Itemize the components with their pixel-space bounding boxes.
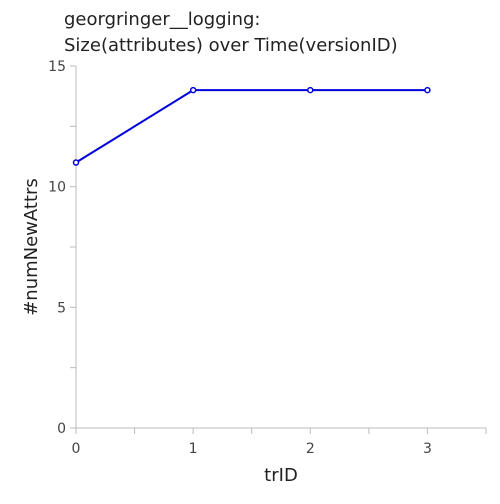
y-tick-label: 15	[48, 59, 66, 75]
series-line	[75, 89, 428, 164]
data-point	[72, 159, 80, 166]
data-point	[189, 86, 197, 94]
data-point	[307, 86, 314, 94]
series-layer	[72, 86, 431, 166]
x-tick-label: 3	[423, 441, 432, 457]
x-axis-ticks: 0 1 2 3	[72, 428, 487, 457]
x-tick-label: 2	[306, 441, 315, 457]
chart-title-line-1: georgringer__logging:	[64, 9, 261, 30]
y-tick-label: 0	[57, 421, 66, 437]
y-tick-label: 5	[57, 300, 66, 316]
x-axis-title: trID	[264, 465, 298, 486]
data-point	[424, 86, 431, 94]
x-tick-label: 1	[189, 441, 198, 457]
y-axis-title: #numNewAttrs	[21, 178, 42, 316]
x-tick-label: 0	[72, 441, 81, 457]
chart-title-line-2: Size(attributes) over Time(versionID)	[64, 35, 398, 56]
y-tick-label: 10	[48, 180, 66, 196]
y-axis-ticks: 0 5 10 15	[48, 59, 76, 437]
